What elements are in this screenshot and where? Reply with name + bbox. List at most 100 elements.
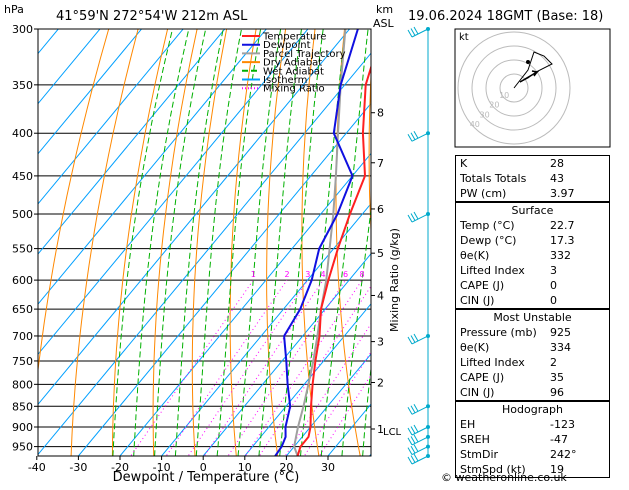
surface-li-value: 3 <box>550 263 557 278</box>
isotherm-line <box>0 0 280 483</box>
mu-theta-e-value: 334 <box>550 340 571 355</box>
wind-barb-flag <box>411 335 415 342</box>
mu-pressure-value: 925 <box>550 325 571 340</box>
surface-theta-e-row: θe(K) 332 <box>456 248 609 263</box>
pw-label: PW (cm) <box>460 186 506 201</box>
wind-barb-staff <box>412 456 428 464</box>
surface-cin-row: CIN (J)0 <box>456 293 609 308</box>
wind-barb <box>408 445 428 455</box>
height-tick-label: 5 <box>377 247 384 260</box>
surface-heading: Surface <box>456 202 609 218</box>
wind-barb-flag <box>411 446 415 453</box>
mixing-ratio-tick-label: 2 <box>284 270 289 279</box>
surface-li-label: Lifted Index <box>460 263 525 278</box>
wind-barb <box>408 454 428 464</box>
wind-barb-flag <box>411 133 415 140</box>
mu-li-value: 2 <box>550 355 557 370</box>
sreh-label: SREH <box>460 432 490 447</box>
temperature-tick-label: 30 <box>321 461 335 474</box>
pw-row: PW (cm) 3.97 <box>456 186 609 201</box>
wind-barb-staff <box>412 437 428 445</box>
hodograph-ring-label: 20 <box>489 101 499 110</box>
wind-barb <box>408 334 428 344</box>
mixing-ratio-axis-label: Mixing Ratio (g/kg) <box>388 228 401 332</box>
sreh-value: -47 <box>550 432 568 447</box>
pressure-tick-label: 950 <box>12 441 33 454</box>
hodograph-point <box>526 60 530 64</box>
hodograph-ring-label: 10 <box>499 91 509 100</box>
wind-barb-flag <box>414 131 418 138</box>
sreh-row: SREH -47 <box>456 432 609 447</box>
mu-pressure-row: Pressure (mb) 925 <box>456 325 609 340</box>
mu-cin-value: 96 <box>550 385 564 400</box>
surface-dewp-row: Dewp (°C)17.3 <box>456 233 609 248</box>
mixing-ratio-tick-label: 3 <box>305 270 310 279</box>
surface-theta-e-label: θe(K) <box>460 248 489 263</box>
mixing-ratio-line <box>160 280 287 465</box>
pressure-unit-label: hPa <box>4 3 24 16</box>
mu-theta-e-label: θe(K) <box>460 340 489 355</box>
pressure-tick-label: 600 <box>12 274 33 287</box>
wind-barb <box>408 425 428 435</box>
most-unstable-heading: Most Unstable <box>456 309 609 325</box>
pw-value: 3.97 <box>550 186 575 201</box>
wind-barb <box>408 435 428 445</box>
surface-temp-label: Temp (°C) <box>460 218 515 233</box>
wind-barb-staff <box>412 336 428 344</box>
mu-li-label: Lifted Index <box>460 355 525 370</box>
k-index-label: K <box>460 156 467 171</box>
mixing-ratio-tick-label: 6 <box>343 270 348 279</box>
surface-theta-e-value: 332 <box>550 248 571 263</box>
pressure-tick-label: 700 <box>12 330 33 343</box>
mixing-ratio-line <box>314 280 432 465</box>
pressure-tick-label: 450 <box>12 170 33 183</box>
stmdir-label: StmDir <box>460 447 498 462</box>
wind-barb-flag <box>411 427 415 434</box>
wind-barb-flag <box>408 407 412 414</box>
x-axis-label: Dewpoint / Temperature (°C) <box>113 470 300 485</box>
stmdir-value: 242° <box>550 447 577 462</box>
copyright-text: © weatheronline.co.uk <box>441 471 567 484</box>
k-index-value: 28 <box>550 156 564 171</box>
pressure-tick-label: 900 <box>12 421 33 434</box>
pressure-tick-label: 650 <box>12 303 33 316</box>
wind-barb-flag <box>411 29 415 36</box>
wet-adiabat-line <box>133 0 205 465</box>
mixing-ratio-line <box>279 280 399 465</box>
mu-cape-value: 35 <box>550 370 564 385</box>
wind-barb-flag <box>414 435 418 442</box>
eh-value: -123 <box>550 417 575 432</box>
height-tick-label: 8 <box>377 107 384 120</box>
wet-adiabat-line <box>112 0 189 465</box>
datetime-title: 19.06.2024 18GMT (Base: 18) <box>408 9 603 24</box>
mixing-ratio-tick-label: 4 <box>321 270 326 279</box>
dry-adiabat-line <box>401 0 450 483</box>
surface-cape-row: CAPE (J)0 <box>456 278 609 293</box>
location-title: 41°59'N 272°54'W 212m ASL <box>56 9 248 24</box>
wind-barb-flag <box>408 134 412 141</box>
surface-temp-value: 22.7 <box>550 218 575 233</box>
wind-barb-staff <box>412 427 428 435</box>
surface-cin-value: 0 <box>550 293 557 308</box>
eh-row: EH-123 <box>456 417 609 432</box>
wind-barb-staff <box>412 214 428 222</box>
height-tick-label: 6 <box>377 203 384 216</box>
wind-barb-flag <box>408 448 412 455</box>
height-tick-label: 7 <box>377 157 384 170</box>
mu-pressure-label: Pressure (mb) <box>460 325 537 340</box>
pressure-tick-label: 750 <box>12 355 33 368</box>
wind-barb <box>408 404 428 414</box>
wind-barb-flag <box>411 436 415 443</box>
mu-cin-row: CIN (J)96 <box>456 385 609 400</box>
hodograph-heading: Hodograph <box>456 401 609 417</box>
hodograph-ring-label: 40 <box>470 120 480 129</box>
asl-unit-label: ASL <box>373 17 395 30</box>
wet-adiabat-line <box>196 0 256 465</box>
wind-barb-flag <box>408 457 412 464</box>
wind-barb-flag <box>414 212 418 219</box>
wind-barb-flag <box>414 425 418 432</box>
mixing-ratio-tick-label: 8 <box>359 270 364 279</box>
isotherm-line <box>0 0 238 483</box>
surface-temp-row: Temp (°C) 22.7 <box>456 218 609 233</box>
